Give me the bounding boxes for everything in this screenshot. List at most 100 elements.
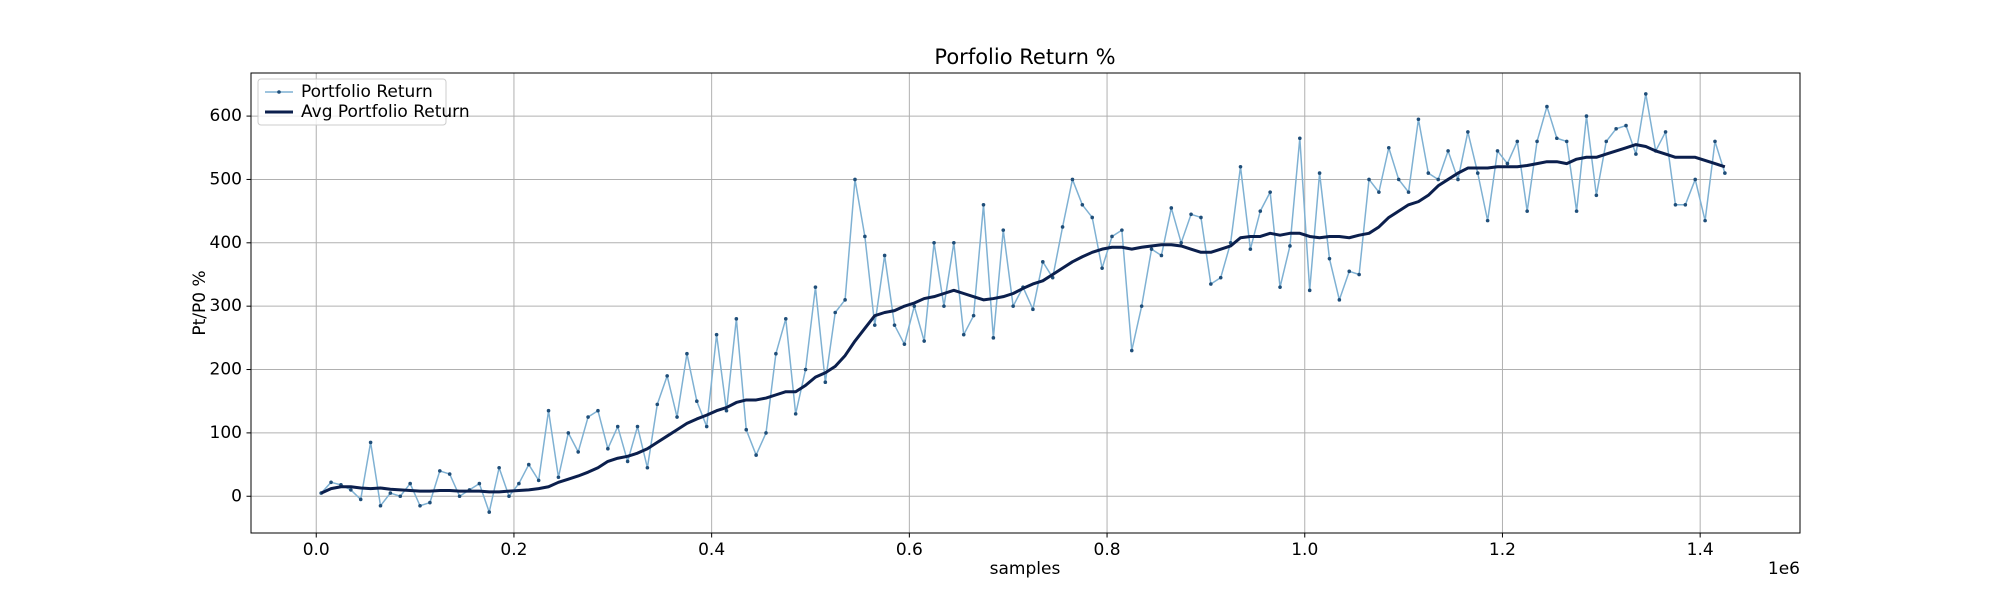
legend-label: Avg Portfolio Return — [301, 102, 470, 122]
data-point — [1574, 209, 1579, 213]
data-point — [1535, 139, 1539, 144]
data-point — [892, 323, 897, 327]
data-point — [1268, 190, 1272, 194]
data-point — [932, 241, 936, 245]
data-point — [536, 478, 541, 483]
data-point — [1485, 218, 1490, 223]
x-tick-label: 0.6 — [896, 540, 923, 560]
data-point — [447, 472, 452, 476]
data-point — [349, 488, 353, 492]
data-point — [1317, 171, 1322, 175]
data-point — [1525, 209, 1529, 213]
data-point — [1288, 244, 1292, 248]
data-point — [497, 465, 501, 470]
x-tick-label: 0.2 — [500, 540, 527, 560]
data-point — [1031, 307, 1035, 312]
data-point — [704, 424, 709, 429]
data-point — [1011, 304, 1015, 308]
data-point — [329, 480, 333, 485]
data-point — [1327, 256, 1332, 261]
data-point — [655, 402, 660, 407]
data-point — [477, 481, 482, 486]
data-point — [872, 323, 877, 327]
y-tick-label: 0 — [231, 486, 242, 506]
data-point — [1426, 171, 1431, 175]
data-point — [1189, 212, 1193, 217]
data-point — [863, 234, 867, 239]
data-point — [1614, 126, 1618, 131]
data-point — [1446, 149, 1450, 153]
data-point — [1080, 202, 1085, 207]
data-point — [566, 431, 571, 435]
data-point — [517, 481, 521, 486]
data-point — [714, 332, 719, 337]
x-offset-label: 1e6 — [1768, 559, 1800, 579]
data-point — [358, 497, 363, 502]
data-point — [487, 510, 492, 514]
data-point — [526, 462, 531, 467]
data-point — [1307, 288, 1312, 293]
data-point — [922, 339, 926, 343]
data-point — [774, 351, 778, 356]
data-point — [1564, 139, 1569, 144]
data-point — [1367, 177, 1371, 182]
data-point — [813, 285, 818, 289]
y-tick-label: 200 — [210, 360, 242, 380]
data-point — [576, 450, 580, 454]
data-point — [1723, 171, 1727, 175]
chart-title: Porfolio Return % — [934, 45, 1115, 69]
data-point — [734, 317, 739, 321]
data-point — [398, 494, 403, 499]
data-point — [1624, 123, 1628, 128]
data-point — [1298, 136, 1302, 141]
data-point — [1515, 139, 1520, 144]
data-point — [1040, 260, 1045, 264]
data-point — [1377, 190, 1381, 194]
y-axis-label: Pt/P0 % — [190, 270, 210, 335]
data-point — [1169, 206, 1174, 210]
data-point — [1673, 202, 1678, 207]
x-axis-label: samples — [990, 559, 1061, 579]
data-point — [1584, 114, 1589, 118]
data-point — [1110, 234, 1114, 239]
y-tick-label: 600 — [210, 106, 242, 126]
data-point — [724, 408, 729, 413]
data-point — [695, 399, 699, 404]
data-point — [1258, 209, 1263, 213]
data-point — [1416, 117, 1421, 122]
data-point — [1456, 177, 1460, 182]
data-point — [902, 342, 907, 346]
data-point — [1139, 304, 1144, 308]
data-point — [645, 465, 650, 470]
data-point — [1347, 269, 1352, 274]
data-point — [606, 446, 610, 451]
data-point — [1693, 177, 1698, 182]
data-point — [853, 177, 857, 182]
data-point — [665, 374, 669, 378]
data-point — [1199, 215, 1203, 220]
data-point — [783, 317, 788, 321]
data-point — [843, 298, 847, 302]
data-point — [457, 494, 462, 499]
data-point — [971, 313, 976, 318]
data-point — [635, 424, 640, 429]
data-point — [596, 408, 600, 413]
series-line — [320, 143, 1726, 495]
data-point — [1179, 241, 1183, 245]
data-point — [1070, 177, 1075, 182]
data-point — [1001, 228, 1006, 232]
data-point — [1436, 177, 1441, 182]
data-point — [754, 453, 758, 457]
plot-frame — [250, 72, 1801, 534]
data-point — [1386, 145, 1391, 150]
data-point — [961, 332, 966, 337]
data-point — [1604, 139, 1609, 144]
data-point — [1406, 190, 1411, 194]
x-tick-label: 1.2 — [1489, 540, 1516, 560]
data-point — [764, 431, 768, 435]
data-point — [507, 494, 511, 499]
data-point — [952, 241, 956, 245]
x-tick-label: 1.0 — [1291, 540, 1318, 560]
data-point — [1634, 152, 1638, 156]
data-point — [1663, 130, 1668, 134]
